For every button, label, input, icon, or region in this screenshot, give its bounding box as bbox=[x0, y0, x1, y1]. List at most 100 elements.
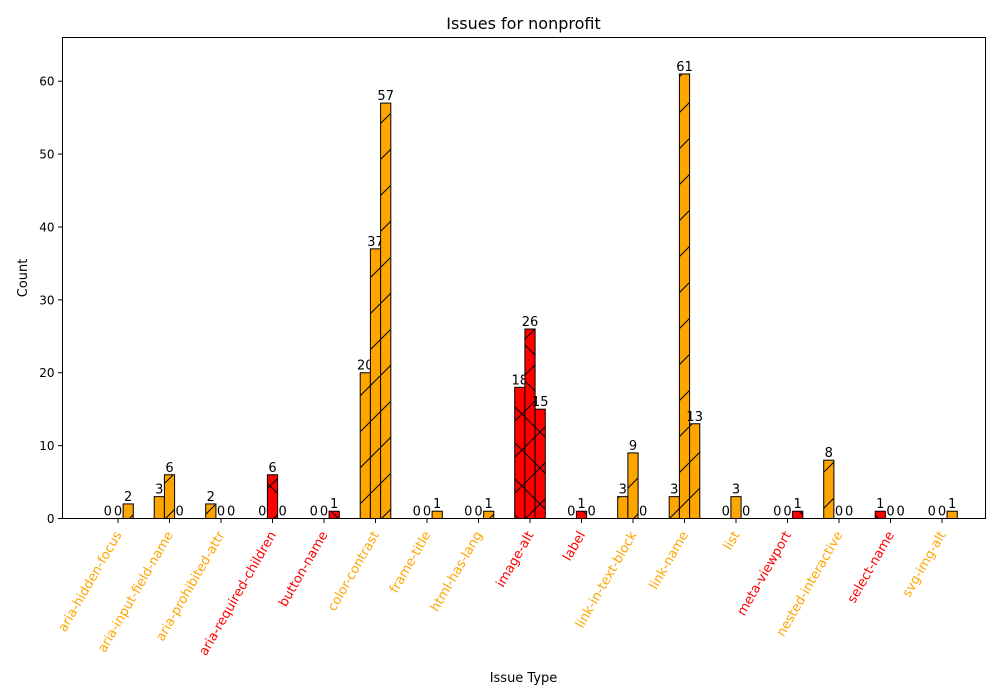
bar-value-label: 0 bbox=[639, 505, 647, 520]
bar-value-label: 0 bbox=[722, 505, 730, 520]
x-tick-label: color-contrast bbox=[325, 529, 383, 614]
bar-hatch bbox=[431, 510, 443, 520]
bar-hatch bbox=[689, 423, 701, 519]
bar-value-label: 37 bbox=[367, 235, 384, 250]
chart-title: Issues for nonprofit bbox=[446, 14, 600, 33]
x-tick-label: list bbox=[721, 529, 744, 553]
bar-value-label: 1 bbox=[433, 497, 441, 512]
bar-value-label: 0 bbox=[588, 505, 596, 520]
x-tick-label: frame-title bbox=[387, 529, 434, 596]
y-tick-label: 50 bbox=[39, 148, 54, 162]
bar-hatch bbox=[328, 510, 340, 520]
bar-value-label: 0 bbox=[114, 505, 122, 520]
bar-value-label: 1 bbox=[794, 497, 802, 512]
bar-value-label: 1 bbox=[948, 497, 956, 512]
x-tick-label: label bbox=[560, 529, 589, 564]
bar-value-label: 0 bbox=[413, 505, 421, 520]
bar-hatch bbox=[534, 408, 546, 520]
bar-value-label: 0 bbox=[928, 505, 936, 520]
bar-value-label: 0 bbox=[217, 505, 225, 520]
bar-value-label: 0 bbox=[835, 505, 843, 520]
bar-hatch bbox=[874, 510, 886, 520]
bar-value-label: 0 bbox=[474, 505, 482, 520]
bar-hatch bbox=[266, 474, 279, 520]
bar-hatch bbox=[122, 503, 134, 520]
y-tick-label: 10 bbox=[39, 439, 54, 453]
plot-frame bbox=[62, 37, 986, 519]
bar-hatch bbox=[524, 328, 536, 519]
bar-hatch bbox=[617, 496, 629, 519]
bar-hatch bbox=[946, 510, 958, 520]
bar-value-label: 3 bbox=[732, 483, 740, 498]
bar-value-label: 20 bbox=[357, 359, 374, 374]
x-axis-title: Issue Type bbox=[490, 671, 558, 686]
bar-value-label: 2 bbox=[207, 490, 215, 505]
bar-value-label: 61 bbox=[676, 60, 693, 75]
bar-value-label: 3 bbox=[670, 483, 678, 498]
bar-hatch bbox=[792, 510, 804, 520]
bar-hatch bbox=[575, 510, 588, 520]
y-tick-label: 0 bbox=[47, 512, 55, 526]
x-tick-label: html-has-lang bbox=[428, 529, 486, 614]
bar-hatch bbox=[627, 452, 639, 519]
bar-hatch bbox=[678, 73, 691, 519]
bar-hatch bbox=[514, 386, 526, 519]
bar-value-label: 0 bbox=[423, 505, 431, 520]
bar-value-label: 0 bbox=[227, 505, 235, 520]
bar-value-label: 0 bbox=[938, 505, 946, 520]
x-tick-label: button-name bbox=[276, 529, 331, 610]
bar-value-label: 0 bbox=[176, 505, 184, 520]
bar-value-label: 18 bbox=[512, 373, 529, 388]
y-tick-label: 30 bbox=[39, 293, 54, 307]
y-tick-label: 20 bbox=[39, 366, 54, 380]
y-tick-label: 40 bbox=[39, 220, 54, 234]
bar-value-label: 9 bbox=[629, 439, 637, 454]
x-tick-label: select-name bbox=[845, 529, 898, 606]
bar-value-label: 0 bbox=[464, 505, 472, 520]
x-axis: aria-hidden-focusaria-input-field-namear… bbox=[56, 518, 950, 659]
bar-value-label: 0 bbox=[104, 505, 112, 520]
bar-value-label: 0 bbox=[567, 505, 575, 520]
bar-value-label: 2 bbox=[124, 490, 132, 505]
bar-value-label: 1 bbox=[577, 497, 585, 512]
bar-value-label: 0 bbox=[845, 505, 853, 520]
bar-hatch bbox=[380, 102, 392, 519]
x-tick-label: image-alt bbox=[494, 529, 538, 590]
bar-value-label: 3 bbox=[619, 483, 627, 498]
bar-value-label: 1 bbox=[330, 497, 338, 512]
bar-value-label: 0 bbox=[279, 505, 287, 520]
bar-value-label: 13 bbox=[686, 410, 703, 425]
bar-hatch bbox=[359, 372, 371, 519]
y-axis: 0 10 20 30 40 50 60 bbox=[39, 75, 63, 526]
bar-hatch bbox=[205, 503, 217, 520]
bar-value-label: 1 bbox=[485, 497, 493, 512]
bar-hatch bbox=[369, 248, 382, 519]
bar-value-label: 0 bbox=[258, 505, 266, 520]
bar-hatch bbox=[668, 496, 680, 519]
bar-hatch bbox=[823, 459, 835, 519]
bar-value-label: 0 bbox=[310, 505, 318, 520]
bar-value-label: 0 bbox=[886, 505, 894, 520]
y-tick-label: 60 bbox=[39, 75, 54, 89]
bar-value-label: 3 bbox=[155, 483, 163, 498]
bar-value-label: 15 bbox=[532, 395, 549, 410]
bar-hatch bbox=[163, 474, 176, 520]
bar-value-label: 6 bbox=[165, 461, 173, 476]
bar-value-label: 8 bbox=[825, 446, 833, 461]
bar-value-label: 57 bbox=[377, 89, 394, 104]
bar-hatch bbox=[153, 496, 165, 519]
y-axis-title: Count bbox=[16, 259, 31, 298]
bar-hatch bbox=[730, 496, 742, 519]
bar-hatch bbox=[483, 510, 495, 520]
bar-value-label: 1 bbox=[876, 497, 884, 512]
bar-value-label: 0 bbox=[783, 505, 791, 520]
bar-value-label: 6 bbox=[268, 461, 276, 476]
bar-value-label: 0 bbox=[773, 505, 781, 520]
bar-value-label: 0 bbox=[320, 505, 328, 520]
x-tick-label: svg-img-alt bbox=[900, 529, 950, 600]
bar-value-label: 0 bbox=[742, 505, 750, 520]
bar-value-label: 0 bbox=[897, 505, 905, 520]
x-tick-label: meta-viewport bbox=[735, 529, 795, 618]
